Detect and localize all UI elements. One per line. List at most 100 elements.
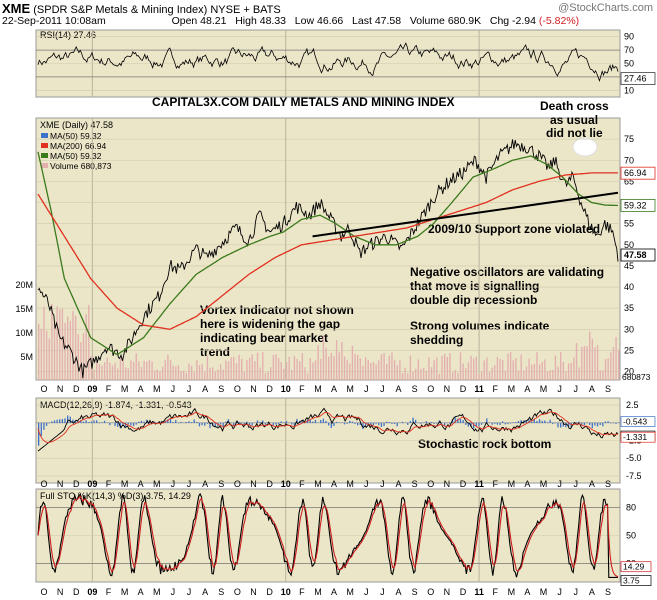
volume-bar: [53, 321, 56, 380]
macd-histogram-bar: [53, 420, 56, 424]
volume-bar: [159, 371, 161, 380]
volume-bar: [378, 360, 380, 380]
macd-histogram-bar: [618, 422, 620, 424]
volume-bar: [180, 371, 182, 380]
x-tick-label-sto: J: [380, 587, 385, 597]
macd-histogram-bar: [386, 421, 388, 424]
volume-bar: [354, 353, 356, 380]
volume-bar: [596, 345, 599, 380]
x-tick-label-macd: O: [40, 479, 47, 489]
volume-bar: [420, 369, 422, 380]
sto-last-box: [620, 575, 652, 586]
x-tick-label-sto: N: [444, 587, 451, 597]
volume-bar: [459, 352, 462, 380]
macd-histogram-bar: [596, 422, 599, 427]
macd-histogram-bar: [594, 422, 596, 426]
volume-bar: [512, 360, 514, 380]
volume-bar: [483, 360, 485, 380]
volume-bar: [583, 346, 586, 380]
macd-histogram-bar: [346, 422, 348, 424]
macd-histogram-bar: [467, 422, 470, 427]
macd-histogram-bar: [188, 421, 190, 424]
annotation-negative-2: that move is signalling: [410, 279, 539, 293]
volume-bar: [533, 363, 536, 380]
macd-histogram-bar: [227, 419, 230, 424]
volume-bar: [436, 357, 438, 380]
x-tick-label-sto: A: [331, 587, 337, 597]
x-tick-label-price: 11: [474, 384, 484, 394]
volume-bar: [375, 364, 377, 380]
volume-bar: [333, 356, 335, 380]
volume-bar: [190, 365, 193, 380]
legend-volume: Volume 680,873: [50, 161, 112, 171]
macd-histogram-bar: [259, 421, 261, 424]
volume-bar: [80, 342, 82, 380]
macd-histogram-bar: [48, 422, 50, 424]
x-tick-label-macd: J: [574, 479, 579, 489]
volume-bar: [135, 353, 137, 380]
volume-bar: [85, 314, 87, 380]
volume-bar: [570, 362, 572, 380]
volume-bar: [457, 373, 459, 380]
x-tick-label-sto: D: [266, 587, 273, 597]
price-y-tick: 75: [624, 134, 634, 144]
volume-bar: [167, 354, 169, 380]
macd-histogram-bar: [488, 422, 491, 424]
x-tick-label-macd: 11: [474, 479, 484, 489]
macd-histogram-bar: [465, 422, 467, 425]
volume-bar: [188, 363, 190, 380]
macd-histogram-bar: [478, 422, 480, 427]
price-last-box: [620, 198, 656, 212]
volume-bar: [214, 371, 217, 380]
volume-bar: [610, 352, 612, 380]
volume-bar: [45, 330, 48, 380]
x-tick-label-price: J: [557, 384, 562, 394]
volume-bar: [343, 356, 346, 380]
x-tick-label-macd: A: [202, 479, 208, 489]
macd-histogram-bar: [512, 422, 514, 424]
volume-bar: [341, 341, 343, 380]
macd-histogram-bar: [272, 422, 274, 426]
volume-bar: [386, 363, 388, 380]
price-y-tick: 65: [624, 176, 634, 186]
macd-histogram-bar: [393, 422, 396, 425]
volume-bar: [270, 367, 272, 380]
volume-bar: [140, 367, 143, 380]
macd-histogram-bar: [40, 422, 42, 437]
x-tick-label-sto: A: [138, 587, 144, 597]
x-tick-label-macd: D: [266, 479, 273, 489]
volume-bar: [172, 365, 174, 380]
x-tick-label-macd: S: [605, 479, 611, 489]
legend-ma50: MA(50) 59.32: [50, 131, 102, 141]
macd-histogram-bar: [401, 421, 404, 424]
macd-histogram-bar: [38, 422, 40, 446]
volume-bar: [425, 370, 427, 380]
macd-histogram-bar: [143, 421, 145, 424]
volume-bar: [212, 367, 214, 380]
x-tick-label-macd: N: [444, 479, 451, 489]
x-tick-label-macd: 09: [87, 479, 97, 489]
macd-histogram-bar: [246, 421, 248, 424]
x-tick-label-macd: J: [557, 479, 562, 489]
macd-signal-line: [37, 411, 618, 443]
x-tick-label-price: D: [73, 384, 80, 394]
sto-last-label: 3.75: [623, 576, 640, 586]
macd-histogram-bar: [45, 422, 48, 426]
volume-bar: [446, 357, 449, 380]
volume-bar: [38, 323, 40, 380]
macd-histogram-bar: [578, 421, 580, 424]
annotation-negative-3: double dip recessionb: [410, 293, 537, 307]
volume-bar: [541, 361, 543, 380]
volume-bar: [396, 365, 398, 380]
x-tick-label-macd: N: [250, 479, 257, 489]
volume-bar: [417, 359, 420, 380]
volume-bar: [175, 366, 177, 380]
macd-histogram-bar: [241, 422, 243, 424]
death-cross-marker: [572, 137, 598, 157]
volume-bar: [299, 361, 301, 380]
volume-bar: [125, 367, 127, 380]
volume-bar: [132, 361, 135, 380]
volume-bar: [304, 367, 306, 380]
volume-bar: [328, 356, 330, 380]
volume-bar: [146, 361, 148, 380]
